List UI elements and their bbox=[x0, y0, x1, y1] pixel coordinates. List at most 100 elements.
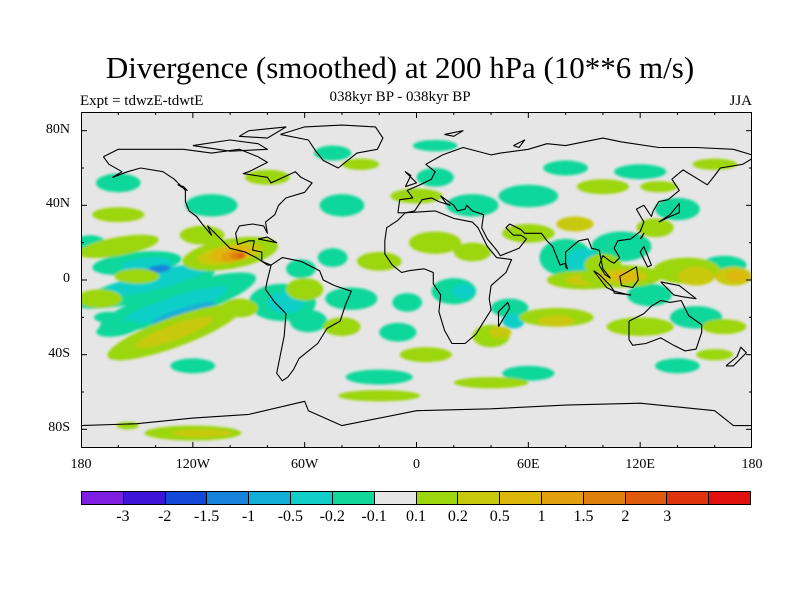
colorbar-label: -0.5 bbox=[277, 508, 304, 525]
coastline bbox=[444, 130, 464, 137]
coastline bbox=[660, 281, 697, 300]
divergence-contour bbox=[220, 298, 259, 318]
divergence-contour bbox=[399, 347, 452, 363]
coastline bbox=[497, 301, 511, 327]
divergence-contour bbox=[677, 266, 715, 286]
lat-tick-label: 80S bbox=[48, 420, 70, 436]
lon-tick-label: 120E bbox=[625, 457, 655, 472]
colorbar-swatch bbox=[82, 492, 124, 504]
divergence-contour bbox=[94, 311, 124, 323]
divergence-contour bbox=[313, 145, 352, 161]
coastline bbox=[384, 210, 513, 345]
colorbar bbox=[81, 491, 751, 505]
divergence-contour bbox=[453, 242, 492, 262]
colorbar-swatch bbox=[291, 492, 333, 504]
divergence-contour bbox=[179, 225, 225, 245]
lat-tick-label: 0 bbox=[63, 271, 70, 286]
divergence-contour bbox=[498, 184, 559, 208]
colorbar-swatch bbox=[165, 492, 208, 504]
divergence-contour bbox=[412, 140, 458, 152]
divergence-contour bbox=[537, 315, 575, 327]
divergence-contour bbox=[591, 231, 652, 262]
colorbar-label: 3 bbox=[663, 508, 672, 525]
coastline bbox=[404, 171, 418, 188]
divergence-contour bbox=[612, 270, 639, 282]
colorbar-label: 0.2 bbox=[447, 508, 468, 525]
coastline bbox=[628, 299, 703, 352]
lon-tick-label: 180 bbox=[741, 457, 763, 472]
divergence-contour bbox=[114, 268, 160, 284]
colorbar-swatch bbox=[416, 492, 459, 504]
coastline bbox=[280, 124, 384, 169]
colorbar-swatch bbox=[541, 492, 584, 504]
lat-tick-label: 80N bbox=[45, 121, 70, 137]
divergence-contour bbox=[289, 309, 328, 333]
colorbar-swatch bbox=[332, 492, 375, 504]
divergence-contour bbox=[453, 377, 529, 389]
colorbar-label: 2 bbox=[621, 508, 630, 525]
colorbar-swatch bbox=[667, 492, 710, 504]
coastline bbox=[192, 139, 268, 152]
coastline bbox=[102, 148, 313, 266]
divergence-contour bbox=[96, 320, 141, 337]
divergence-contour bbox=[502, 365, 555, 381]
colorbar-swatch bbox=[374, 492, 417, 504]
lon-tick-label: 0 bbox=[413, 457, 420, 472]
divergence-contour bbox=[696, 349, 734, 361]
divergence-contour bbox=[379, 322, 417, 342]
divergence-contour bbox=[185, 194, 238, 217]
divergence-contour bbox=[148, 264, 171, 273]
colorbar-label: 0.5 bbox=[489, 508, 510, 525]
divergence-contour bbox=[170, 358, 216, 374]
lat-tick-label: 40N bbox=[45, 196, 70, 212]
colorbar-label: 0.1 bbox=[406, 508, 426, 525]
divergence-contour bbox=[338, 390, 421, 402]
coastline bbox=[177, 184, 188, 191]
divergence-contour bbox=[323, 317, 361, 336]
colorbar-label: 1 bbox=[537, 508, 546, 525]
coastline bbox=[264, 257, 352, 382]
divergence-contour bbox=[390, 188, 443, 204]
divergence-contour bbox=[489, 326, 512, 338]
colorbar-swatch bbox=[207, 492, 250, 504]
divergence-contour bbox=[319, 194, 365, 217]
colorbar-swatch bbox=[458, 492, 501, 504]
divergence-contour bbox=[392, 293, 423, 312]
coastline bbox=[257, 236, 278, 244]
divergence-contour bbox=[606, 317, 674, 336]
lon-tick-label: 60E bbox=[517, 457, 540, 472]
coastline bbox=[593, 270, 615, 292]
coastline bbox=[658, 202, 680, 223]
colorbar-label: -1 bbox=[241, 508, 256, 525]
divergence-contour bbox=[345, 369, 413, 385]
divergence-contour bbox=[692, 158, 738, 170]
coastline bbox=[639, 232, 645, 240]
lon-tick-label: 120W bbox=[175, 457, 210, 472]
colorbar-label: -1.5 bbox=[193, 508, 220, 525]
divergence-contour bbox=[640, 181, 678, 193]
divergence-contour bbox=[614, 164, 667, 180]
coastline bbox=[565, 263, 569, 270]
colorbar-swatch bbox=[625, 492, 668, 504]
divergence-contour bbox=[120, 286, 228, 326]
colorbar-label: -0.2 bbox=[319, 508, 345, 525]
coastline bbox=[725, 346, 747, 367]
colorbar-swatch bbox=[123, 492, 166, 504]
colorbar-label: -0.1 bbox=[361, 508, 387, 525]
divergence-contour bbox=[725, 270, 749, 282]
coastline bbox=[619, 266, 639, 289]
season-label: JJA bbox=[729, 93, 752, 109]
lon-tick-label: 180 bbox=[70, 457, 92, 472]
colorbar-swatch bbox=[583, 492, 626, 504]
coastline bbox=[397, 137, 752, 213]
divergence-contour bbox=[451, 283, 475, 299]
divergence-contour bbox=[356, 252, 402, 271]
divergence-contour bbox=[325, 287, 378, 310]
coastline bbox=[81, 400, 752, 427]
divergence-contour bbox=[81, 289, 122, 308]
divergence-contour bbox=[95, 173, 141, 193]
divergence-contour bbox=[81, 234, 159, 259]
divergence-contour bbox=[655, 197, 700, 221]
colorbar-label: -3 bbox=[116, 508, 130, 525]
divergence-contour bbox=[286, 259, 316, 279]
